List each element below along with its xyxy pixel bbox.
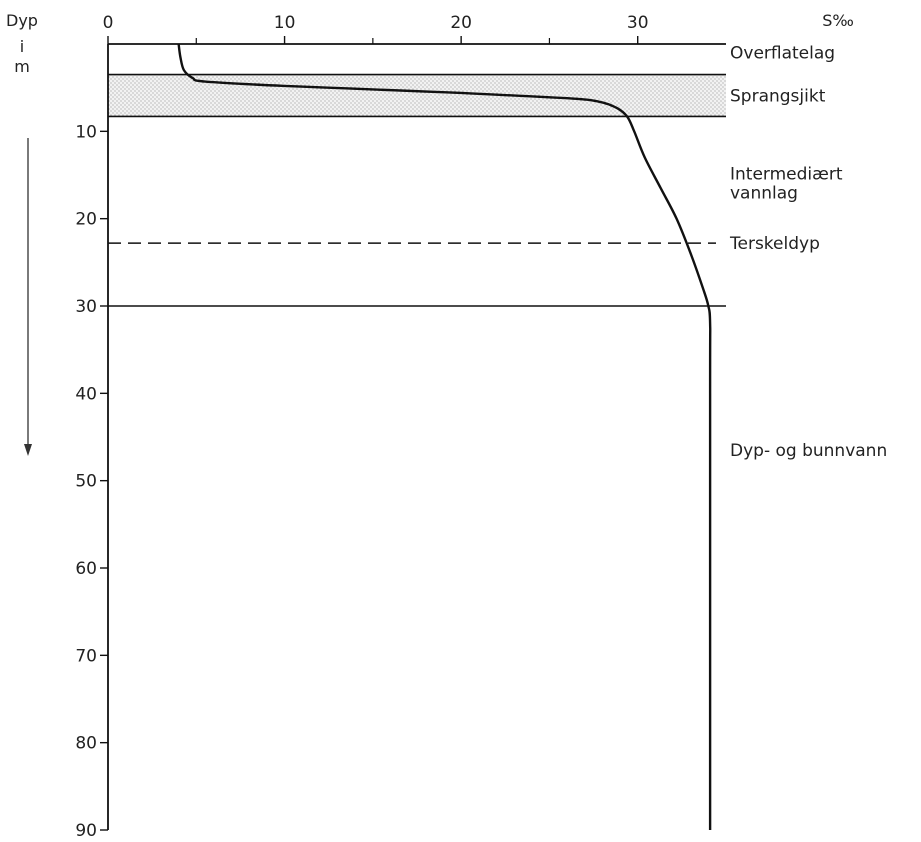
x-tick-label-20: 20 [450, 13, 472, 33]
y-tick-label-90: 90 [75, 821, 97, 841]
depth-arrow [24, 138, 32, 456]
layer-label-3: Terskeldyp [729, 234, 820, 254]
y-tick-label-40: 40 [75, 384, 97, 404]
layer-label-4: Dyp- og bunnvann [730, 441, 887, 461]
x-tick-label-10: 10 [274, 13, 296, 33]
x-axis-title: S‰ [822, 11, 854, 30]
layer-label-1: Sprangsjikt [730, 87, 826, 107]
y-axis-title-line-1: Dyp [6, 11, 38, 30]
x-tick-label-0: 0 [103, 13, 114, 33]
y-axis-title-line-2: i [20, 37, 24, 56]
y-tick-label-70: 70 [75, 646, 97, 666]
y-tick-label-80: 80 [75, 734, 97, 754]
salinity-profile-line [177, 43, 712, 830]
layer-label-2-line-0: Intermediært [730, 164, 843, 184]
y-tick-label-60: 60 [75, 559, 97, 579]
layer-label-0: Overflatelag [730, 44, 835, 64]
y-tick-label-10: 10 [75, 122, 97, 142]
y-tick-label-20: 20 [75, 210, 97, 230]
y-axis-title-line-3: m [14, 57, 30, 76]
layer-label-2-line-1: vannlag [730, 183, 798, 203]
y-tick-label-50: 50 [75, 472, 97, 492]
y-tick-label-30: 30 [75, 297, 97, 317]
x-tick-label-30: 30 [627, 13, 649, 33]
